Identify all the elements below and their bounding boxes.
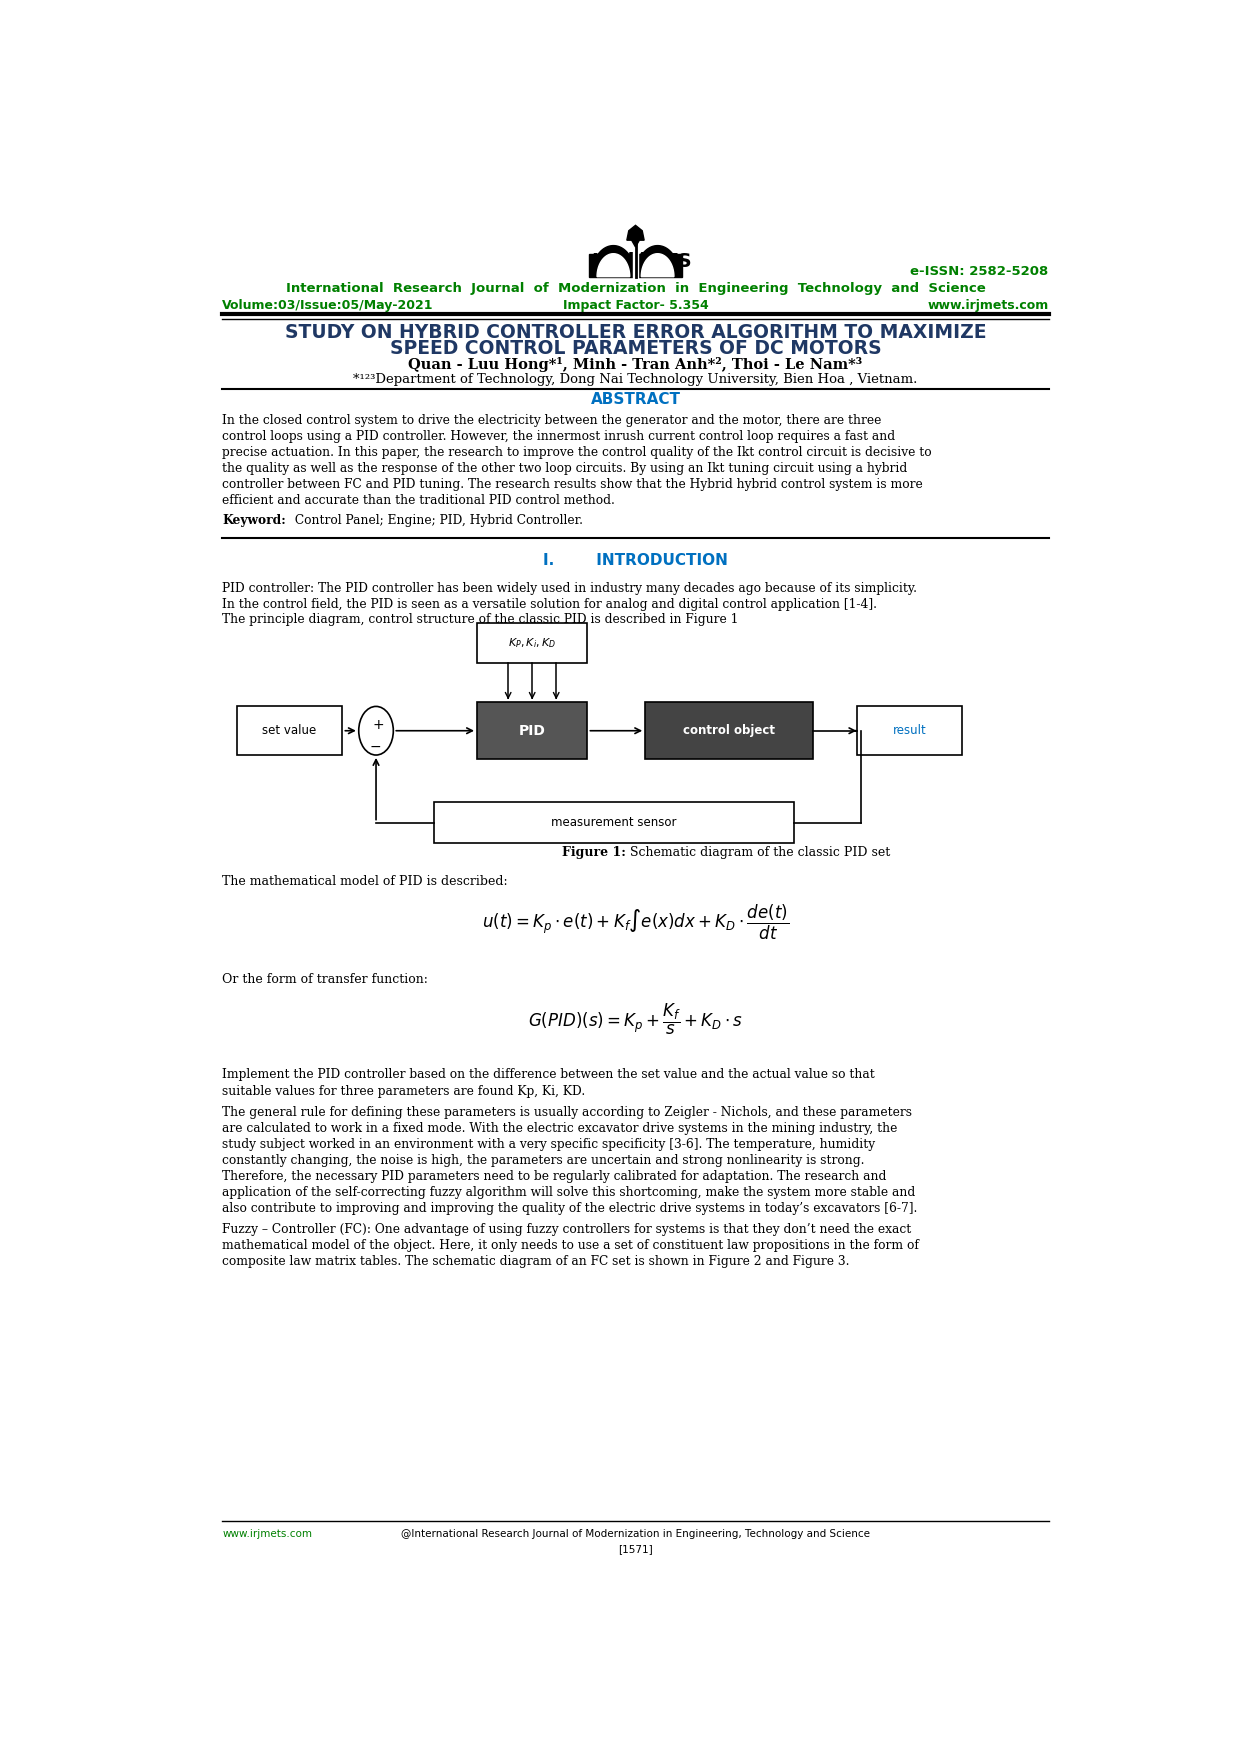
Text: M: M [625,253,646,272]
Text: application of the self-correcting fuzzy algorithm will solve this shortcoming, : application of the self-correcting fuzzy… [222,1186,915,1200]
Text: SPEED CONTROL PARAMETERS OF DC MOTORS: SPEED CONTROL PARAMETERS OF DC MOTORS [389,339,882,358]
Text: constantly changing, the noise is high, the parameters are uncertain and strong : constantly changing, the noise is high, … [222,1154,864,1166]
Bar [589,254,682,277]
Text: composite law matrix tables. The schematic diagram of an FC set is shown in Figu: composite law matrix tables. The schemat… [222,1256,849,1268]
Circle shape [358,707,393,754]
Text: $u(t) = K_p \cdot e(t) + K_f \int e(x)dx + K_D \cdot \dfrac{de(t)}{dt}$: $u(t) = K_p \cdot e(t) + K_f \int e(x)dx… [482,903,789,942]
Polygon shape [641,254,675,277]
Bar [645,702,813,759]
Text: set value: set value [263,724,316,737]
Text: controller between FC and PID tuning. The research results show that the Hybrid : controller between FC and PID tuning. Th… [222,479,923,491]
Bar [237,707,342,754]
Text: −: − [370,740,381,754]
Text: measurement sensor: measurement sensor [551,816,677,830]
Text: International  Research  Journal  of  Modernization  in  Engineering  Technology: International Research Journal of Modern… [285,282,986,295]
Text: Fuzzy – Controller (FC): One advantage of using fuzzy controllers for systems is: Fuzzy – Controller (FC): One advantage o… [222,1223,911,1237]
Text: STUDY ON HYBRID CONTROLLER ERROR ALGORITHM TO MAXIMIZE: STUDY ON HYBRID CONTROLLER ERROR ALGORIT… [285,323,986,342]
Text: www.irjmets.com: www.irjmets.com [928,298,1049,312]
Text: I.        INTRODUCTION: I. INTRODUCTION [543,553,728,568]
Bar [632,246,639,281]
Text: $G(PID)(s) = K_p + \dfrac{K_f}{s} + K_D \cdot s$: $G(PID)(s) = K_p + \dfrac{K_f}{s} + K_D … [528,1002,743,1037]
Text: result: result [893,724,926,737]
Bar [434,802,794,844]
Text: Figure 1:: Figure 1: [562,845,626,859]
Text: *¹²³Department of Technology, Dong Nai Technology University, Bien Hoa , Vietnam: *¹²³Department of Technology, Dong Nai T… [353,374,918,386]
Text: suitable values for three parameters are found Kp, Ki, KD.: suitable values for three parameters are… [222,1084,585,1098]
Text: the quality as well as the response of the other two loop circuits. By using an : the quality as well as the response of t… [222,463,908,475]
Polygon shape [631,240,640,247]
Text: are calculated to work in a fixed mode. With the electric excavator drive system: are calculated to work in a fixed mode. … [222,1123,898,1135]
Text: mathematical model of the object. Here, it only needs to use a set of constituen: mathematical model of the object. Here, … [222,1238,919,1252]
Polygon shape [627,225,644,240]
Text: Or the form of transfer function:: Or the form of transfer function: [222,973,428,986]
Text: Therefore, the necessary PID parameters need to be regularly calibrated for adap: Therefore, the necessary PID parameters … [222,1170,887,1182]
Text: study subject worked in an environment with a very specific specificity [3-6]. T: study subject worked in an environment w… [222,1138,875,1151]
Text: Volume:03/Issue:05/May-2021: Volume:03/Issue:05/May-2021 [222,298,434,312]
Text: $K_P,K_i, K_D$: $K_P,K_i, K_D$ [508,637,557,649]
Text: precise actuation. In this paper, the research to improve the control quality of: precise actuation. In this paper, the re… [222,446,932,460]
Polygon shape [591,246,635,277]
Text: In the closed control system to drive the electricity between the generator and : In the closed control system to drive th… [222,414,882,428]
Text: ABSTRACT: ABSTRACT [590,393,681,407]
Text: control object: control object [683,724,775,737]
Text: Implement the PID controller based on the difference between the set value and t: Implement the PID controller based on th… [222,1068,875,1082]
Text: IRJ: IRJ [591,253,620,272]
Text: control loops using a PID controller. However, the innermost inrush current cont: control loops using a PID controller. Ho… [222,430,895,444]
Text: Impact Factor- 5.354: Impact Factor- 5.354 [563,298,708,312]
Text: +: + [372,719,383,733]
Text: PID: PID [518,724,546,738]
Text: Control Panel; Engine; PID, Hybrid Controller.: Control Panel; Engine; PID, Hybrid Contr… [291,514,584,528]
Text: efficient and accurate than the traditional PID control method.: efficient and accurate than the traditio… [222,495,615,507]
Bar [477,702,588,759]
Text: e-ISSN: 2582-5208: e-ISSN: 2582-5208 [910,265,1049,277]
Bar [477,623,588,663]
Text: also contribute to improving and improving the quality of the electric drive sys: also contribute to improving and improvi… [222,1201,918,1216]
Polygon shape [635,246,680,277]
Text: The general rule for defining these parameters is usually according to Zeigler -: The general rule for defining these para… [222,1107,913,1119]
Text: www.irjmets.com: www.irjmets.com [222,1529,312,1538]
Text: Keyword:: Keyword: [222,514,286,528]
Text: [1571]: [1571] [618,1544,653,1554]
Text: @International Research Journal of Modernization in Engineering, Technology and : @International Research Journal of Moder… [401,1529,870,1538]
Text: In the control field, the PID is seen as a versatile solution for analog and dig: In the control field, the PID is seen as… [222,598,877,610]
Text: PID controller: The PID controller has been widely used in industry many decades: PID controller: The PID controller has b… [222,582,918,595]
Text: The principle diagram, control structure of the classic PID is described in Figu: The principle diagram, control structure… [222,614,739,626]
Text: Schematic diagram of the classic PID set: Schematic diagram of the classic PID set [626,845,890,859]
Text: The mathematical model of PID is described:: The mathematical model of PID is describ… [222,875,508,889]
Polygon shape [596,254,630,277]
Bar [857,707,962,754]
Text: Quan - Luu Hong*¹, Minh - Tran Anh*², Thoi - Le Nam*³: Quan - Luu Hong*¹, Minh - Tran Anh*², Th… [408,358,863,372]
Text: ETS: ETS [651,253,692,272]
